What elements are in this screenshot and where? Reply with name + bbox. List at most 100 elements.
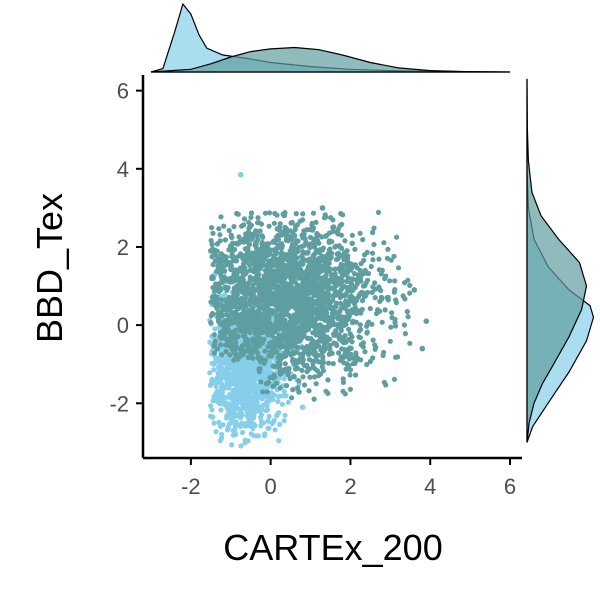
scatter-point-series-1 — [268, 273, 275, 279]
scatter-point-series-1 — [346, 346, 352, 352]
scatter-point-series-1 — [328, 272, 335, 278]
scatter-point-series-1 — [305, 263, 312, 270]
scatter-point-series-1 — [283, 321, 289, 327]
scatter-point-series-1 — [334, 322, 340, 328]
scatter-point-series-0 — [251, 433, 257, 439]
scatter-point-series-1 — [351, 301, 358, 307]
scatter-point-series-1 — [269, 300, 275, 306]
scatter-point-series-1 — [387, 338, 393, 344]
scatter-point-series-1 — [407, 290, 413, 296]
scatter-point-series-1 — [378, 271, 384, 277]
scatter-point-series-1 — [313, 285, 319, 292]
scatter-point-series-1 — [272, 238, 278, 244]
scatter-point-series-1 — [362, 349, 368, 355]
y-tick-label: 2 — [117, 235, 129, 260]
scatter-point-series-0 — [237, 415, 243, 421]
scatter-point-series-1 — [360, 237, 366, 243]
scatter-point-series-0 — [266, 413, 272, 419]
scatter-point-series-1 — [335, 226, 341, 232]
scatter-point-series-1 — [253, 242, 259, 248]
scatter-point-series-1 — [234, 305, 241, 311]
scatter-point-series-1 — [393, 300, 399, 306]
scatter-point-series-1 — [325, 282, 331, 288]
scatter-point-series-1 — [287, 331, 293, 337]
scatter-point-series-1 — [219, 277, 225, 283]
scatter-point-series-1 — [216, 226, 222, 232]
scatter-point-series-1 — [218, 214, 224, 220]
scatter-point-series-0 — [263, 408, 269, 414]
scatter-point-series-1 — [247, 349, 253, 355]
scatter-point-series-1 — [209, 225, 215, 231]
scatter-point-series-1 — [288, 282, 294, 289]
scatter-point-series-1 — [258, 379, 264, 385]
scatter-point-series-1 — [342, 333, 348, 339]
scatter-point-series-1 — [302, 382, 308, 388]
scatter-point-series-0 — [246, 423, 252, 429]
scatter-point-series-0 — [233, 419, 239, 425]
scatter-point-series-1 — [232, 336, 239, 342]
scatter-point-series-1 — [273, 234, 280, 240]
scatter-point-series-1 — [287, 376, 293, 382]
scatter-point-series-1 — [286, 272, 292, 278]
scatter-point-series-0 — [258, 423, 264, 429]
scatter-point-series-0 — [220, 360, 226, 366]
scatter-point-series-1 — [322, 259, 328, 265]
scatter-point-series-1 — [208, 238, 214, 244]
scatter-point-series-1 — [281, 287, 287, 293]
scatter-point-series-0 — [240, 405, 246, 411]
scatter-point-series-1 — [232, 267, 238, 273]
scatter-point-series-1 — [320, 357, 326, 363]
scatter-point-series-1 — [314, 322, 321, 328]
scatter-point-series-1 — [362, 252, 368, 258]
scatter-point-series-1 — [371, 241, 377, 248]
scatter-point-series-1 — [349, 240, 355, 246]
scatter-point-series-1 — [423, 318, 430, 325]
scatter-point-series-1 — [316, 240, 322, 246]
scatter-point-series-1 — [300, 345, 306, 351]
scatter-point-series-1 — [336, 250, 342, 256]
scatter-point-series-1 — [370, 229, 376, 236]
scatter-point-series-1 — [287, 291, 293, 297]
scatter-point-series-1 — [277, 264, 283, 270]
scatter-point-series-1 — [367, 305, 373, 312]
scatter-point-series-1 — [296, 378, 302, 384]
scatter-point-series-1 — [352, 309, 358, 315]
scatter-point-series-1 — [211, 300, 217, 306]
scatter-point-series-1 — [316, 293, 322, 299]
scatter-point-series-1 — [296, 389, 302, 395]
scatter-point-series-1 — [310, 270, 316, 276]
scatter-point-series-1 — [411, 287, 418, 293]
scatter-point-series-1 — [311, 241, 317, 247]
scatter-point-series-1 — [359, 298, 366, 304]
scatter-point-series-1 — [306, 296, 312, 302]
scatter-point-series-1 — [347, 372, 353, 378]
scatter-point-series-1 — [316, 275, 322, 281]
scatter-point-series-1 — [250, 305, 256, 311]
scatter-point-series-1 — [214, 297, 220, 303]
right-density-curve-series-1 — [526, 78, 588, 443]
scatter-point-series-1 — [254, 328, 260, 334]
scatter-point-series-1 — [263, 311, 269, 317]
scatter-point-series-1 — [266, 315, 272, 321]
scatter-point-series-1 — [282, 210, 288, 216]
scatter-point-series-1 — [245, 245, 251, 251]
scatter-point-series-1 — [285, 233, 291, 239]
scatter-point-series-1 — [314, 268, 320, 274]
scatter-point-series-1 — [315, 303, 321, 309]
scatter-point-series-1 — [322, 212, 328, 218]
scatter-point-series-1 — [343, 353, 349, 359]
scatter-point-series-1 — [248, 210, 255, 216]
scatter-point-series-1 — [319, 286, 325, 292]
scatter-point-series-1 — [245, 314, 251, 320]
scatter-point-series-1 — [329, 317, 335, 323]
scatter-point-series-0 — [281, 418, 287, 424]
scatter-point-series-1 — [264, 303, 270, 309]
scatter-point-series-1 — [325, 304, 331, 310]
scatter-point-series-1 — [256, 271, 262, 278]
scatter-point-series-1 — [338, 232, 344, 238]
scatter-point-series-1 — [222, 268, 228, 274]
scatter-point-series-1 — [326, 260, 332, 266]
scatter-point-series-1 — [402, 331, 408, 337]
scatter-point-series-1 — [223, 277, 229, 283]
scatter-point-series-1 — [227, 352, 233, 358]
